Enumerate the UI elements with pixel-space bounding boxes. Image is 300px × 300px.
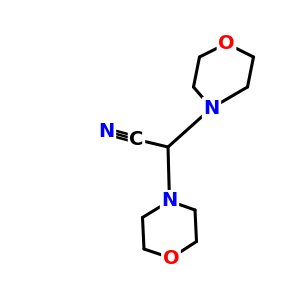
Text: O: O [218,34,235,53]
Text: N: N [203,98,220,118]
Text: N: N [98,122,115,141]
Text: C: C [129,130,144,149]
Text: N: N [161,191,178,211]
Text: O: O [163,248,179,268]
